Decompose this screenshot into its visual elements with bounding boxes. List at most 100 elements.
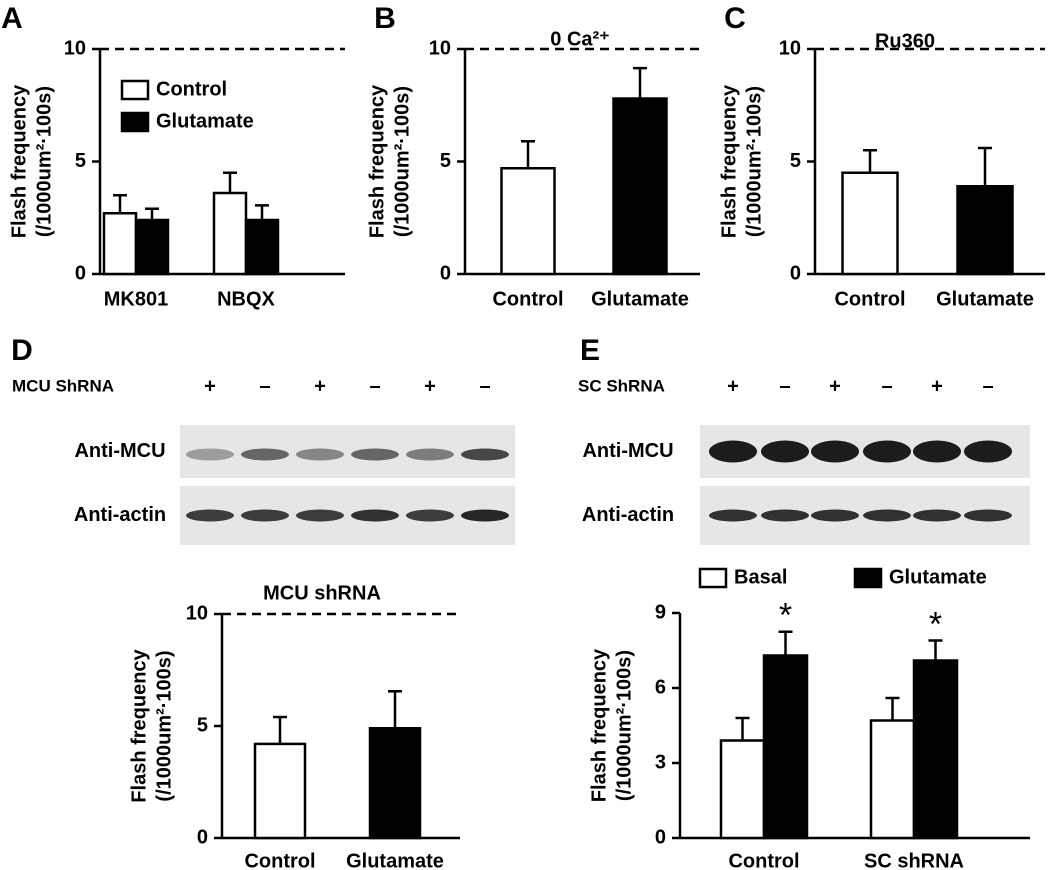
y-tick-label: 10 [64, 37, 86, 59]
legend-swatch [120, 111, 150, 133]
bar [912, 659, 959, 840]
blot-band [811, 440, 859, 463]
y-tick-label: 6 [655, 676, 666, 698]
blot-header: SC ShRNA [578, 376, 665, 395]
blot-membrane [180, 486, 515, 545]
chart-title: MCU shRNA [263, 582, 381, 604]
x-tick-label: Glutamate [591, 288, 689, 310]
bar [612, 97, 668, 276]
chart-title: 0 Ca²⁺ [550, 28, 609, 50]
lane-sign: – [369, 375, 380, 397]
bar [368, 726, 422, 840]
legend-swatch [120, 79, 150, 101]
blot-band [296, 509, 344, 522]
y-tick-label: 5 [75, 150, 86, 172]
y-tick-label: 3 [655, 751, 666, 773]
y-tick-label: 5 [197, 714, 208, 736]
blot-band [709, 509, 757, 522]
y-axis-label: (/1000um²·100s) [391, 86, 413, 237]
blot-band [406, 509, 454, 522]
blot-band [913, 509, 961, 522]
blot-band [461, 509, 509, 522]
y-tick-label: 5 [440, 150, 451, 172]
legend-label: Basal [734, 566, 787, 588]
y-tick-label: 10 [779, 37, 801, 59]
chart-title: Ru360 [875, 30, 935, 52]
y-axis-label: (/1000um²·100s) [743, 86, 765, 237]
blot-row-label: Anti-actin [74, 504, 166, 526]
blot-band [351, 509, 399, 522]
x-tick-label: Control [834, 288, 905, 310]
lane-sign: + [314, 375, 326, 397]
blot-band [811, 509, 859, 522]
blot-band [964, 509, 1012, 522]
bar [244, 218, 280, 276]
y-tick-label: 0 [197, 826, 208, 848]
blot-band [964, 440, 1012, 463]
y-tick-label: 10 [186, 602, 208, 624]
blot-band [241, 448, 289, 461]
y-tick-label: 9 [655, 601, 666, 623]
legend-label: Glutamate [156, 110, 254, 132]
blot-row-label: Anti-actin [582, 504, 674, 526]
x-tick-label: Control [728, 850, 799, 870]
blot-band [406, 448, 454, 461]
y-axis-label: Flash frequency [366, 84, 388, 238]
blot-row-label: Anti-MCU [74, 440, 165, 462]
panel-label: B [374, 2, 396, 35]
blot-band [461, 448, 509, 461]
lane-sign: – [479, 375, 490, 397]
bar [102, 212, 138, 276]
bar [212, 191, 248, 276]
y-tick-label: 0 [440, 262, 451, 284]
blot-band [241, 509, 289, 522]
x-tick-label: Glutamate [936, 288, 1034, 310]
bar [134, 218, 170, 276]
y-axis-label: Flash frequency [718, 84, 740, 238]
blot-band [863, 509, 911, 522]
blot-band [186, 509, 234, 522]
y-tick-label: 5 [790, 150, 801, 172]
significance-marker: * [779, 597, 792, 635]
x-tick-label: SC shRNA [864, 850, 964, 870]
panel-label: A [1, 2, 23, 35]
lane-sign: – [779, 375, 790, 397]
lane-sign: – [881, 375, 892, 397]
y-axis-label: Flash frequency [128, 648, 150, 802]
blot-band [913, 440, 961, 463]
blot-band [351, 448, 399, 461]
lane-sign: + [727, 375, 739, 397]
bar [869, 719, 916, 840]
legend-label: Control [156, 78, 227, 100]
x-tick-label: NBQX [217, 288, 275, 310]
blot-row-label: Anti-MCU [582, 440, 673, 462]
panel-label: E [580, 334, 600, 367]
bar [719, 739, 766, 840]
y-axis-label: Flash frequency [8, 84, 30, 238]
blot-band [186, 448, 234, 461]
panel-label: D [11, 334, 33, 367]
significance-marker: * [929, 605, 942, 643]
lane-sign: – [982, 375, 993, 397]
x-tick-label: Control [492, 288, 563, 310]
bar [956, 185, 1014, 276]
lane-sign: + [424, 375, 436, 397]
blot-band [296, 448, 344, 461]
y-tick-label: 0 [75, 262, 86, 284]
bar [762, 654, 809, 840]
y-tick-label: 0 [790, 262, 801, 284]
y-tick-label: 10 [429, 37, 451, 59]
x-tick-label: Glutamate [346, 850, 444, 870]
y-axis-label: Flash frequency [588, 648, 610, 802]
lane-sign: + [931, 375, 943, 397]
blot-band [863, 440, 911, 463]
blot-band [761, 440, 809, 463]
blot-band [761, 509, 809, 522]
lane-sign: + [204, 375, 216, 397]
blot-band [709, 440, 757, 463]
x-tick-label: Control [244, 850, 315, 870]
panel-label: C [724, 2, 746, 35]
y-tick-label: 0 [655, 826, 666, 848]
bar [253, 742, 307, 840]
